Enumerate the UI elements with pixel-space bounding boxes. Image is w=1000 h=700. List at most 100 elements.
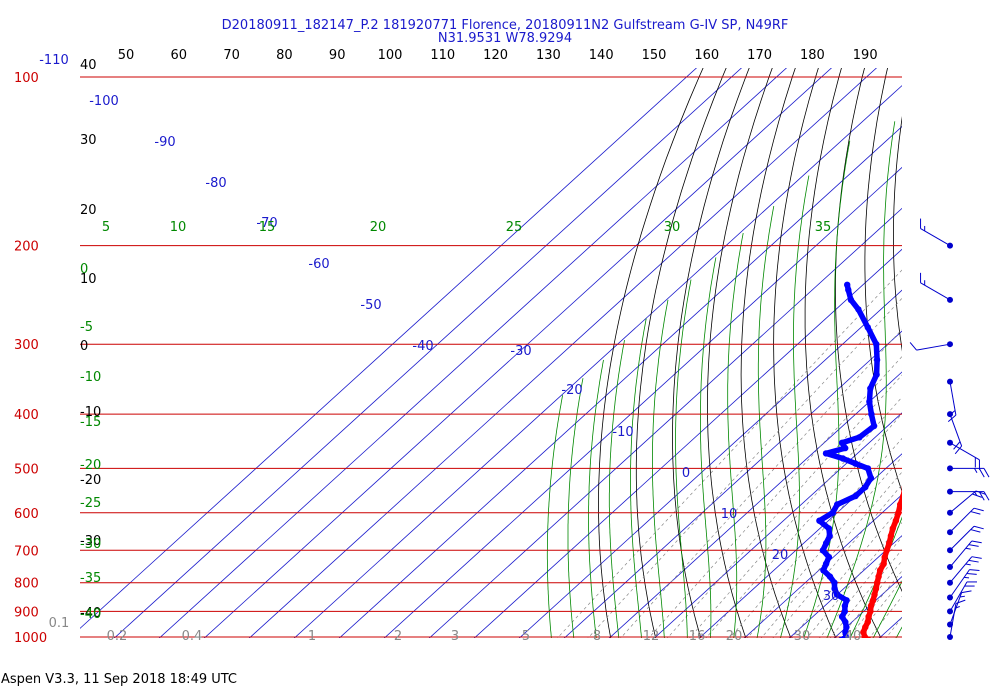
- dewpoint-profile-point: [833, 591, 841, 598]
- mixing-ratio-label: 2: [394, 629, 402, 644]
- wind-barbs: [909, 218, 990, 640]
- isotherm-line: [338, 126, 902, 638]
- moist-adiabat-line: [849, 516, 902, 638]
- dewpoint-profile-point: [866, 398, 873, 405]
- dewpoint-profile-point: [867, 474, 875, 482]
- pressure-label: 200: [14, 240, 39, 255]
- mixing-ratio-label: 8: [593, 629, 601, 644]
- theta-top-label: 120: [483, 48, 508, 63]
- mixing-ratio-label: 3: [451, 629, 459, 644]
- temperature-profile-point: [900, 493, 902, 499]
- mixing-ratio-line: [900, 246, 1000, 649]
- moist-adiabat-left-label: -40: [80, 607, 101, 622]
- dewpoint-profile-point: [841, 608, 848, 615]
- mixing-ratio-line: [667, 374, 902, 638]
- theta-top-label: 50: [118, 48, 135, 63]
- wind-barb-feather: [971, 540, 982, 544]
- wind-barb-feather: [968, 559, 979, 563]
- wind-barb-feather: [909, 342, 917, 351]
- moist-adiabat-left-label: -15: [80, 415, 101, 430]
- dewpoint-profile-point: [831, 579, 838, 586]
- dry-adiabat-line: [672, 68, 750, 638]
- dry-adiabat-line: [598, 68, 704, 638]
- dry-adiabat-line: [740, 68, 796, 638]
- wind-barb-feather: [959, 595, 966, 598]
- mixing-ratio-line: [587, 297, 902, 638]
- pressure-label: 1000: [14, 631, 47, 646]
- theta-top-label: 190: [853, 48, 878, 63]
- dry-adiabat-line: [635, 68, 727, 638]
- moist-adiabat-line: [826, 121, 896, 638]
- isotherm-line: [113, 68, 742, 638]
- wind-barb-feather: [978, 468, 985, 478]
- temperature-profile-point: [906, 445, 912, 451]
- moist-adiabat-line: [727, 233, 744, 638]
- wind-barb-feather: [954, 445, 963, 455]
- wind-barb-feather: [965, 547, 971, 550]
- mixing-ratio-line: [557, 269, 902, 638]
- temperature-profile-point: [909, 399, 915, 405]
- temperature-profile-point: [914, 324, 920, 330]
- moist-adiabat-line: [872, 580, 902, 638]
- wind-barb-station: [947, 488, 953, 495]
- moist-adiabat-line: [756, 206, 775, 638]
- dewpoint-profile-point: [842, 444, 849, 452]
- isotherm-label: -20: [561, 383, 582, 398]
- wind-barb-feather: [974, 491, 978, 497]
- temperature-profile-point: [874, 579, 881, 586]
- pressure-label: 900: [14, 605, 39, 620]
- pressure-label: 500: [14, 462, 39, 477]
- left-temp-label: 0: [80, 339, 88, 354]
- moist-adiabat-line: [912, 121, 1000, 649]
- wind-barb-station: [947, 564, 953, 571]
- temperature-profile-point: [915, 306, 921, 312]
- dewpoint-profile-point: [826, 573, 834, 580]
- temperature-profile-point: [905, 455, 911, 461]
- temperature-profile-point: [901, 485, 902, 489]
- left-temp-label: -40: [80, 606, 101, 621]
- temperature-profile-point: [911, 371, 917, 377]
- mixing-ratio-label: 16: [689, 629, 706, 644]
- isotherm-label: -40: [412, 339, 433, 354]
- dewpoint-profile-point: [842, 628, 849, 636]
- dewpoint-profile-point: [819, 547, 827, 554]
- dewpoint-profile-point: [843, 597, 850, 604]
- temperature-profile-point: [876, 567, 884, 574]
- moist-adiabat-left-label: -5: [80, 320, 93, 335]
- wind-barb-station: [947, 411, 953, 418]
- mixing-ratio-label: 40: [845, 629, 862, 644]
- wind-barb-station: [947, 296, 953, 303]
- theta-top-label: 140: [589, 48, 614, 63]
- wind-barb-staff: [949, 569, 970, 598]
- moist-adiabat-line: [700, 257, 717, 638]
- wind-barb-feather: [965, 563, 971, 566]
- dewpoint-profile-point: [864, 465, 872, 472]
- temperature-profile-point: [916, 287, 922, 293]
- moist-adiabat-lines: [546, 121, 1000, 649]
- moist-adiabat-label: 15: [259, 220, 276, 235]
- mixing-ratio-line: [648, 356, 902, 638]
- temperature-profile-point: [869, 597, 877, 604]
- wind-barb-station: [947, 608, 953, 615]
- wind-barb-staff: [916, 343, 951, 351]
- isotherm-label: 10: [721, 507, 738, 522]
- isotherm-label: 20: [772, 548, 789, 563]
- wind-barb-staff: [949, 540, 973, 568]
- moist-adiabat-label: 5: [102, 220, 110, 235]
- left-temp-label: -30: [80, 534, 101, 549]
- mixing-ratio-line: [829, 549, 902, 638]
- left-temp-label: 40: [80, 58, 97, 73]
- temperature-profile-point: [871, 591, 878, 598]
- wind-barb-feather: [971, 556, 982, 559]
- mixing-ratio-line: [705, 413, 902, 638]
- moist-adiabat-line: [546, 395, 563, 638]
- isotherm-label: -70: [256, 216, 277, 231]
- temperature-profile-point: [886, 540, 893, 547]
- temperature-profile-point: [897, 501, 902, 508]
- temperature-profile-point: [872, 585, 880, 592]
- isotherm-line: [473, 248, 902, 638]
- wind-barb-feather: [953, 441, 961, 450]
- theta-top-label: 60: [171, 48, 188, 63]
